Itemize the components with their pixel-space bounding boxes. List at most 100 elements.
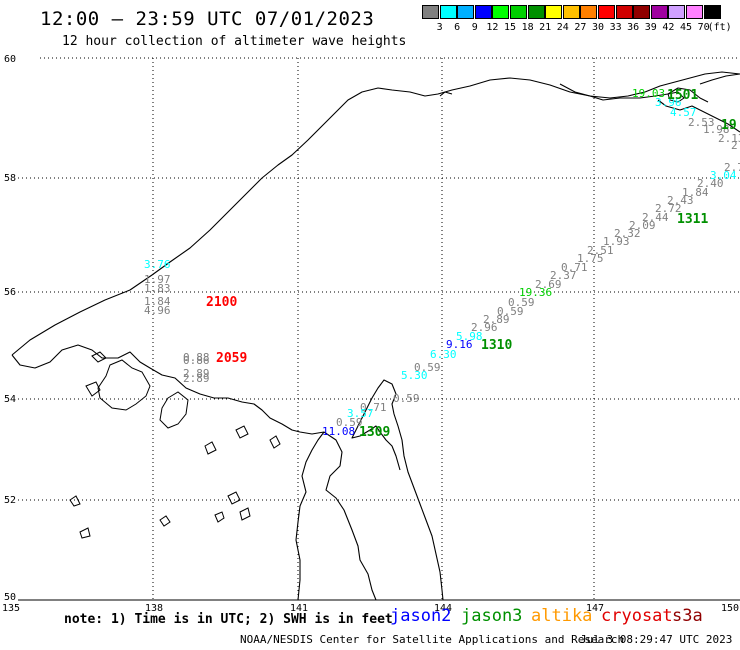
lon-label: 147 (586, 603, 604, 614)
lon-label: 150 (721, 603, 739, 614)
scale-label: 42 (662, 22, 675, 33)
wave-height-value: 2.44 (642, 211, 669, 224)
sat-jason3-label: jason3 (461, 606, 523, 626)
pass-time-label: 19 (721, 118, 737, 133)
map-subtitle: 12 hour collection of altimeter wave hei… (62, 34, 407, 49)
wave-height-value: 2.51 (587, 244, 614, 257)
wave-height-value: 19.36 (519, 286, 552, 299)
wave-height-value: 0.59 (497, 305, 524, 318)
pass-time-label: 2059 (216, 351, 247, 366)
mainland-south-coast (11, 344, 325, 435)
wave-height-value: 5.98 (456, 330, 483, 343)
wave-height-value: 1.98 (703, 123, 730, 136)
lat-label: 58 (4, 173, 16, 184)
taui-bay (439, 91, 453, 97)
scale-swatch (492, 5, 510, 19)
penzhina-coast (699, 73, 740, 85)
wave-height-observations: 3.761.971.831.844.960.880.862.892.890.59… (144, 87, 740, 438)
wave-height-value: 2.32 (614, 227, 641, 240)
wave-height-value: 6.30 (430, 348, 457, 361)
scale-label: 70 (697, 22, 710, 33)
scale-swatch (703, 5, 721, 19)
pass-time-label: 1310 (481, 338, 512, 353)
koni-peninsula (559, 83, 709, 103)
wave-height-value: 2.13 (718, 132, 740, 145)
island-b (91, 351, 107, 363)
kamchatka-west (323, 431, 377, 601)
scale-swatch (686, 5, 703, 19)
shelikhov-bay-west (295, 431, 325, 601)
lat-label: 60 (4, 54, 16, 65)
generation-timestamp: Jul 3 08:29:47 UTC 2023 (580, 633, 733, 646)
scale-swatch (510, 5, 527, 19)
island-d (227, 491, 241, 505)
wave-height-value: 2.89 (183, 372, 210, 385)
wave-height-value: 1.84 (682, 186, 709, 199)
island-c (204, 441, 217, 455)
wave-height-value: 11.08 (322, 425, 355, 438)
island-f (79, 527, 91, 539)
scale-label: 33 (609, 22, 622, 33)
scale-label: 6 (454, 22, 461, 33)
scale-swatch (580, 5, 598, 19)
wave-height-value: 9.16 (446, 338, 473, 351)
kamchatka-east (359, 379, 444, 601)
gulf-inner (351, 421, 401, 471)
sakhalin-north (159, 391, 189, 429)
island-a (85, 381, 101, 397)
scale-swatch (668, 5, 686, 19)
wave-height-value: 1.75 (577, 252, 604, 265)
scale-swatch (422, 5, 439, 19)
scale-label: 12 (486, 22, 499, 33)
wave-height-value: 3.76 (144, 258, 171, 271)
lon-label: 135 (2, 603, 20, 614)
wave-height-value: 1.93 (603, 235, 630, 248)
wave-height-value: 0.71 (360, 401, 387, 414)
wave-height-value: 2.7 (724, 161, 740, 174)
scale-swatch (545, 5, 563, 19)
wave-height-value: 2.43 (667, 194, 694, 207)
scale-label: 39 (644, 22, 657, 33)
longitude-labels: 135 138 141 144 147 150 (2, 603, 739, 614)
pass-time-label: 1501 (667, 88, 698, 103)
island-h (159, 515, 171, 527)
shantar-island (97, 359, 151, 411)
lat-label: 56 (4, 287, 16, 298)
island-e (239, 507, 251, 521)
wave-height-value: 3.57 (347, 407, 374, 420)
wave-height-value: 2.09 (629, 219, 656, 232)
lon-label: 138 (145, 603, 163, 614)
wave-height-value: 2.40 (697, 177, 724, 190)
lon-label: 144 (434, 603, 452, 614)
wave-height-value: 2.53 (688, 116, 715, 129)
coastline (11, 71, 740, 601)
island-j (69, 495, 81, 507)
wave-height-value: 3.04 (710, 169, 737, 182)
scale-swatch (527, 5, 545, 19)
wave-height-value: 0.86 (183, 354, 210, 367)
mainland-north-coast (11, 71, 740, 356)
wave-height-value: 0.71 (561, 261, 588, 274)
wave-height-value: 1.84 (144, 295, 171, 308)
wave-height-value: 0.88 (183, 351, 210, 364)
pass-time-labels: 2100 2059 1310 1309 1311 1501 19 (206, 88, 737, 440)
wave-height-value: 0.59 (393, 392, 420, 405)
wave-height-value: 2.72 (655, 202, 682, 215)
wave-height-value: 0.59 (414, 361, 441, 374)
island-k (214, 511, 225, 523)
scale-swatch (562, 5, 580, 19)
scale-swatch (650, 5, 668, 19)
wave-height-value: 2.96 (471, 321, 498, 334)
lat-label: 52 (4, 495, 16, 506)
wave-height-value: 2.69 (535, 278, 562, 291)
latitude-labels: 60 58 56 54 52 50 (4, 54, 16, 603)
map-title: 12:00 — 23:59 UTC 07/01/2023 (40, 8, 375, 30)
wave-height-value: 5.30 (401, 369, 428, 382)
scale-swatch (633, 5, 651, 19)
scale-swatch (439, 5, 457, 19)
wave-height-value: 1.83 (144, 282, 171, 295)
scale-label: 45 (679, 22, 693, 33)
scale-unit-label: (ft) (707, 22, 732, 33)
graticule (18, 58, 740, 600)
scale-label: 27 (574, 22, 587, 33)
